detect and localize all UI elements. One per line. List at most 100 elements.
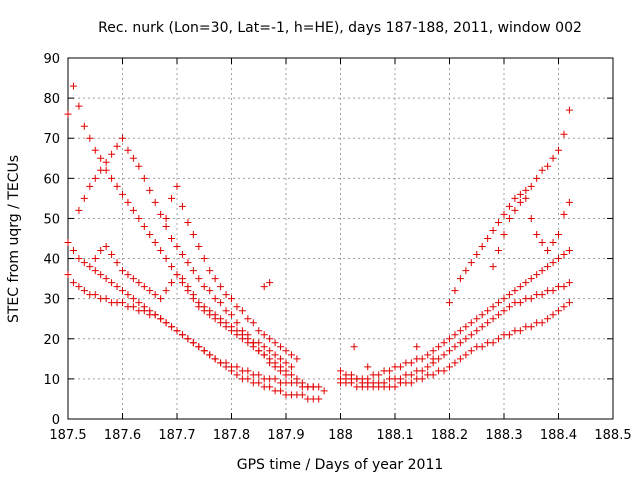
data-point-extra (266, 279, 274, 287)
data-point-s5 (217, 315, 225, 323)
data-point-s6 (266, 335, 274, 343)
y-tick-label: 0 (52, 413, 60, 428)
data-point-s5 (195, 299, 203, 307)
data-point-s1 (146, 230, 154, 238)
data-point-s11 (516, 198, 524, 206)
data-point-s9 (527, 275, 535, 283)
data-point-s9 (478, 311, 486, 319)
data-point-s9 (337, 367, 344, 375)
data-point-s9 (495, 299, 503, 307)
data-point-s7 (451, 359, 459, 367)
y-axis-label: STEC from uqrg / TECUs (6, 155, 22, 323)
data-point-s8 (446, 347, 453, 355)
data-point-s2 (91, 174, 99, 182)
data-points (64, 82, 573, 403)
data-point-s7 (440, 367, 448, 375)
data-point-s10 (478, 243, 486, 251)
x-tick-label: 187.8 (213, 428, 250, 443)
data-point-s2 (102, 158, 110, 166)
data-point-s8 (500, 307, 508, 315)
data-point-s1 (119, 190, 126, 198)
data-point-s9 (462, 323, 470, 331)
data-point-s5 (282, 359, 290, 367)
data-point-s6 (222, 291, 230, 299)
data-point-s1 (162, 255, 170, 263)
data-point-s2 (86, 182, 94, 190)
data-point-s9 (484, 307, 492, 315)
data-point-s8 (396, 375, 404, 383)
data-point-s10 (495, 218, 503, 226)
data-point-s9 (347, 371, 355, 379)
data-point-s9 (440, 339, 448, 347)
data-point-s5 (97, 247, 105, 255)
data-point-s2 (80, 194, 88, 202)
data-point-s2 (233, 319, 241, 327)
data-point-s4 (140, 307, 148, 315)
data-point-s10 (500, 210, 508, 218)
data-point-s6 (168, 194, 176, 202)
data-point-s8 (462, 335, 470, 343)
data-point-s5 (173, 271, 181, 279)
data-point-s6 (173, 182, 181, 190)
data-point-s4 (298, 391, 306, 399)
data-point-s11 (538, 239, 546, 247)
data-point-s9 (435, 343, 443, 351)
data-point-s9 (538, 267, 546, 275)
data-point-s3 (271, 375, 279, 383)
data-point-extra (429, 355, 437, 363)
data-point-s9 (511, 287, 519, 295)
data-point-s7 (560, 303, 568, 311)
data-point-s2 (124, 146, 132, 154)
data-point-s4 (189, 339, 197, 347)
data-point-s8 (527, 295, 535, 303)
data-point-s1 (124, 198, 132, 206)
data-point-s9 (533, 271, 541, 279)
data-point-s10 (456, 275, 464, 283)
data-point-s3 (255, 371, 263, 379)
data-point-s6 (184, 218, 192, 226)
data-point-s3 (315, 383, 323, 391)
data-point-s9 (396, 363, 404, 371)
data-point-s2 (108, 150, 116, 158)
data-point-s6 (293, 355, 301, 363)
data-point-s2 (97, 166, 105, 174)
data-point-s6 (189, 230, 197, 238)
data-point-s1 (157, 247, 165, 255)
x-tick-label: 188 (328, 428, 353, 443)
data-point-s3 (244, 367, 252, 375)
data-point-s7 (407, 379, 415, 387)
data-point-extra (413, 343, 421, 351)
data-point-s8 (456, 339, 464, 347)
data-point-s5 (151, 291, 159, 299)
data-point-s4 (195, 343, 203, 351)
data-point-s6 (260, 331, 268, 339)
x-tick-label: 187.6 (104, 428, 141, 443)
data-point-s9 (473, 315, 481, 323)
data-point-s4 (80, 287, 88, 295)
data-point-s11 (511, 206, 519, 214)
data-point-s6 (195, 243, 203, 251)
x-tick-label: 188.3 (485, 428, 522, 443)
data-point-s3 (113, 283, 121, 291)
data-point-s5 (119, 267, 126, 275)
data-point-s8 (560, 283, 568, 291)
data-point-s6 (228, 295, 235, 303)
data-point-s9 (560, 251, 568, 259)
data-point-s2 (129, 154, 137, 162)
data-point-s5 (222, 319, 230, 327)
data-point-s2 (282, 371, 290, 379)
data-point-s3 (102, 275, 110, 283)
data-point-s10 (516, 190, 524, 198)
data-point-s11 (565, 198, 573, 206)
data-point-s4 (173, 327, 181, 335)
data-point-s1 (97, 154, 105, 162)
y-tick-label: 40 (43, 253, 60, 268)
data-point-s3 (135, 299, 143, 307)
data-point-s5 (129, 275, 137, 283)
data-point-s10 (473, 251, 481, 259)
data-point-s8 (549, 287, 557, 295)
data-point-s6 (255, 327, 263, 335)
data-point-s10 (549, 154, 557, 162)
data-point-s5 (287, 363, 295, 371)
